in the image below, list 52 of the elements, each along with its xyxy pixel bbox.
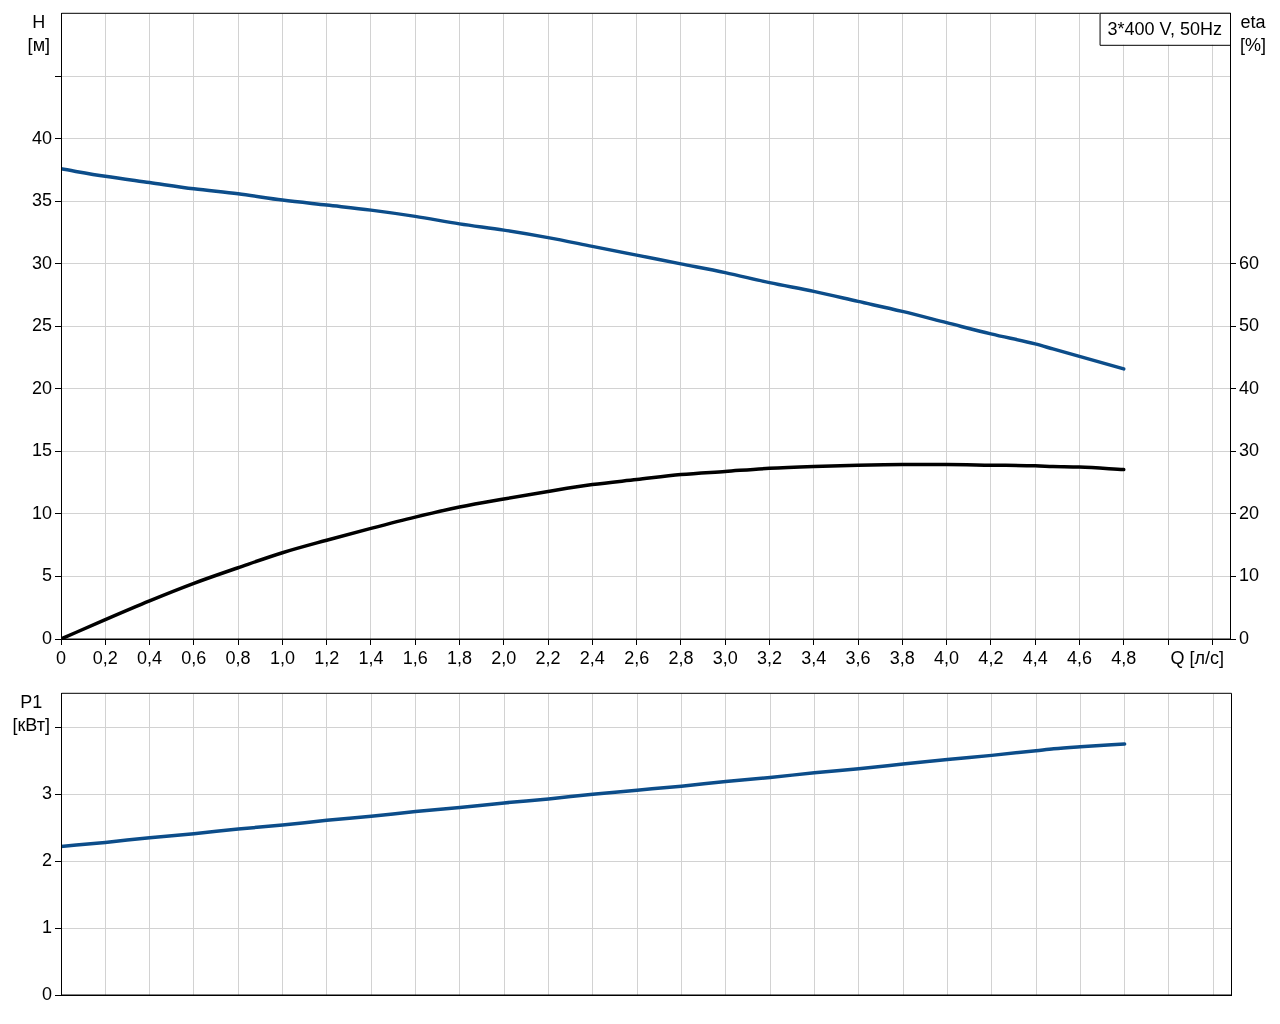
y-tick-label: 3	[41, 783, 52, 804]
x-tick-label: 3,4	[801, 647, 827, 668]
x-tick-label: 3,2	[756, 647, 782, 668]
y-tick-label: 15	[31, 440, 52, 461]
y2-tick-label: 60	[1239, 252, 1260, 273]
y-tick-label: 0	[41, 627, 52, 648]
x-tick-label: 3,0	[712, 647, 738, 668]
y-tick-label: 1	[41, 917, 52, 938]
y-tick-label: 20	[31, 377, 52, 398]
y-tick-label: 40	[31, 127, 52, 148]
y2-tick-label: 0	[1239, 627, 1250, 648]
y-tick-label: 35	[31, 190, 52, 211]
y2-axis-title: eta [%]	[1240, 11, 1267, 55]
line-series	[61, 742, 1127, 849]
x-tick-label: 0,8	[225, 647, 251, 668]
x-axis-title: Q [л/с]	[1170, 647, 1224, 668]
y2-tick-label: 50	[1239, 315, 1260, 336]
x-tick-label: 0,6	[181, 647, 207, 668]
x-tick-label: 0	[55, 647, 67, 668]
x-tick-label: 4,0	[934, 647, 960, 668]
line-series	[61, 167, 1126, 371]
chart-title: 3*400 V, 50Hz	[1107, 18, 1223, 39]
y2-tick-label: 40	[1239, 377, 1260, 398]
x-tick-label: 2,2	[535, 647, 561, 668]
x-tick-label: 1,6	[402, 647, 428, 668]
x-tick-label: 0,2	[92, 647, 118, 668]
x-tick-label: 2,6	[624, 647, 650, 668]
x-tick-label: 4,6	[1066, 647, 1092, 668]
x-tick-label: 1,8	[447, 647, 473, 668]
y-tick-label: 2	[41, 850, 52, 871]
y-axis-title: H [м]	[27, 11, 51, 55]
x-tick-label: 1,4	[358, 647, 384, 668]
y2-tick-label: 10	[1239, 565, 1260, 586]
x-tick-label: 4,8	[1111, 647, 1137, 668]
y2-tick-label: 30	[1239, 440, 1260, 461]
y-tick-label: 25	[31, 315, 52, 336]
y-axis-title: P1 [кВт]	[12, 691, 50, 735]
y-tick-label: 30	[31, 252, 52, 273]
y-tick-label: 10	[31, 502, 52, 523]
x-tick-label: 2,8	[668, 647, 694, 668]
y-tick-label: 0	[41, 983, 52, 1004]
x-tick-label: 3,8	[889, 647, 915, 668]
y2-tick-label: 20	[1239, 502, 1260, 523]
x-tick-label: 0,4	[137, 647, 163, 668]
x-tick-label: 2,4	[579, 647, 605, 668]
x-tick-label: 2,0	[491, 647, 517, 668]
x-tick-label: 1,0	[269, 647, 295, 668]
x-tick-label: 4,2	[978, 647, 1004, 668]
y-tick-label: 5	[41, 565, 52, 586]
x-tick-label: 1,2	[314, 647, 340, 668]
x-tick-label: 3,6	[845, 647, 871, 668]
x-tick-label: 4,4	[1022, 647, 1048, 668]
